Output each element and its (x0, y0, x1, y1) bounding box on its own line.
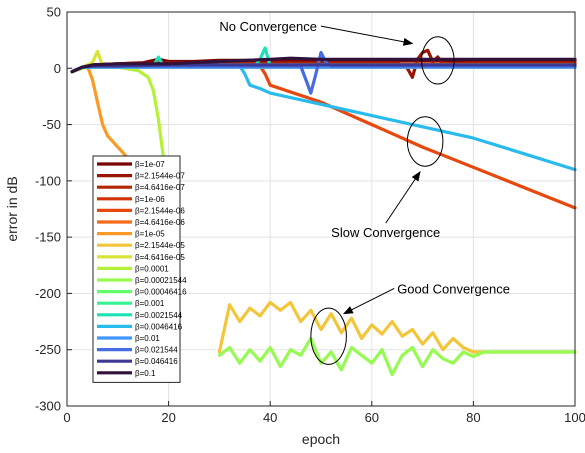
legend-label: 0.0046416 (144, 322, 182, 331)
x-tick-label: 100 (564, 410, 585, 425)
legend-prefix: β= (135, 183, 145, 192)
legend-entry: β=2.1544e-06 (135, 206, 185, 215)
legend-label: 0.021544 (144, 346, 178, 355)
legend-prefix: β= (135, 218, 145, 227)
legend-label: 1e-06 (144, 195, 165, 204)
legend-entry: β=0.00046416 (135, 288, 187, 297)
legend-label: 0.00046416 (144, 288, 187, 297)
legend-entry: β=0.1 (135, 369, 156, 378)
y-tick-label: -50 (42, 117, 61, 132)
legend-prefix: β= (135, 206, 145, 215)
annotation-ellipse (406, 116, 444, 167)
legend-label: 0.01 (144, 334, 160, 343)
y-tick-label: -250 (35, 342, 61, 357)
legend-entry: β=4.6416e-06 (135, 218, 185, 227)
legend-entry: β=0.01 (135, 334, 160, 343)
legend-prefix: β= (135, 230, 145, 239)
legend-label: 2.1544e-05 (144, 241, 185, 250)
x-tick-label: 0 (63, 410, 70, 425)
legend-entry: β=0.0046416 (135, 322, 183, 331)
legend-label: 0.0001 (144, 264, 169, 273)
annotation-arrow (385, 171, 421, 224)
series-lines (70, 46, 577, 377)
y-tick-label: 0 (54, 61, 61, 76)
legend-prefix: β= (135, 346, 145, 355)
series-line-14 (70, 64, 577, 172)
legend-prefix: β= (135, 299, 145, 308)
legend-entry: β=0.00021544 (135, 276, 187, 285)
x-tick-label: 80 (466, 410, 480, 425)
legend-prefix: β= (135, 357, 145, 366)
legend-label: 2.1544e-06 (144, 206, 185, 215)
legend-entry: β=2.1544e-05 (135, 241, 185, 250)
legend-label: 0.1 (144, 369, 156, 378)
x-tick-label: 20 (161, 410, 175, 425)
legend-prefix: β= (135, 334, 145, 343)
legend-label: 4.6416e-07 (144, 183, 185, 192)
legend-prefix: β= (135, 195, 145, 204)
annotation-text: Good Convergence (397, 281, 510, 296)
legend-entry: β=0.0001 (135, 264, 169, 273)
legend-prefix: β= (135, 311, 145, 320)
y-tick-label: -300 (35, 399, 61, 414)
annotation-arrow (320, 25, 414, 46)
annotation-ellipse (310, 307, 347, 365)
legend-prefix: β= (135, 276, 145, 285)
legend-label: 0.00021544 (144, 276, 187, 285)
series-line-10 (217, 336, 577, 377)
legend-prefix: β= (135, 369, 145, 378)
legend-prefix: β= (135, 264, 145, 273)
legend-prefix: β= (135, 322, 145, 331)
legend-label: 1e-05 (144, 230, 165, 239)
annotation-text: No Convergence (219, 19, 317, 34)
annotation-arrow (342, 287, 395, 315)
legend-label: 0.046416 (144, 357, 178, 366)
legend-label: 2.1544e-07 (144, 172, 185, 181)
legend-entry: β=0.021544 (135, 346, 178, 355)
plot-frame (66, 11, 576, 407)
y-tick-label: -150 (35, 230, 61, 245)
legend-prefix: β= (135, 172, 145, 181)
legend-label: 0.001 (144, 299, 165, 308)
annotation-ellipse (421, 36, 455, 85)
legend: β=1e-07β=2.1544e-07β=4.6416e-07β=1e-06β=… (92, 155, 187, 383)
legend-prefix: β= (135, 160, 145, 169)
y-tick-label: 50 (47, 5, 61, 20)
legend-prefix: β= (135, 288, 145, 297)
legend-entry: β=4.6416e-05 (135, 253, 185, 262)
legend-prefix: β= (135, 253, 145, 262)
annotations: No Convergence Slow Convergence Good Conve… (219, 19, 510, 365)
series-line-7 (217, 300, 577, 354)
series-line-18 (70, 56, 577, 74)
legend-label: 0.0021544 (144, 311, 182, 320)
x-tick-label: 60 (365, 410, 379, 425)
axis-ticks: 0 20 40 60 80 100 50 0 -50 -100 -150 -200 -250 -300 (35, 5, 585, 426)
legend-label: 1e-07 (144, 160, 165, 169)
legend-entry: β=0.046416 (135, 357, 178, 366)
legend-entry: β=0.001 (135, 299, 165, 308)
y-tick-label: -200 (35, 286, 61, 301)
y-axis-title: error in dB (4, 176, 20, 241)
legend-entry: β=1e-06 (135, 195, 165, 204)
legend-prefix: β= (135, 241, 145, 250)
annotation-text: Slow Convergence (331, 225, 440, 240)
legend-entry: β=4.6416e-07 (135, 183, 185, 192)
legend-entry: β=1e-07 (135, 160, 165, 169)
legend-entry: β=2.1544e-07 (135, 172, 185, 181)
x-tick-label: 40 (263, 410, 277, 425)
y-tick-label: -100 (35, 173, 61, 188)
legend-entry: β=0.0021544 (135, 311, 183, 320)
x-axis-title: epoch (302, 431, 340, 447)
legend-label: 4.6416e-06 (144, 218, 185, 227)
legend-entry: β=1e-05 (135, 230, 165, 239)
legend-label: 4.6416e-05 (144, 253, 185, 262)
series-line-15 (70, 65, 577, 74)
